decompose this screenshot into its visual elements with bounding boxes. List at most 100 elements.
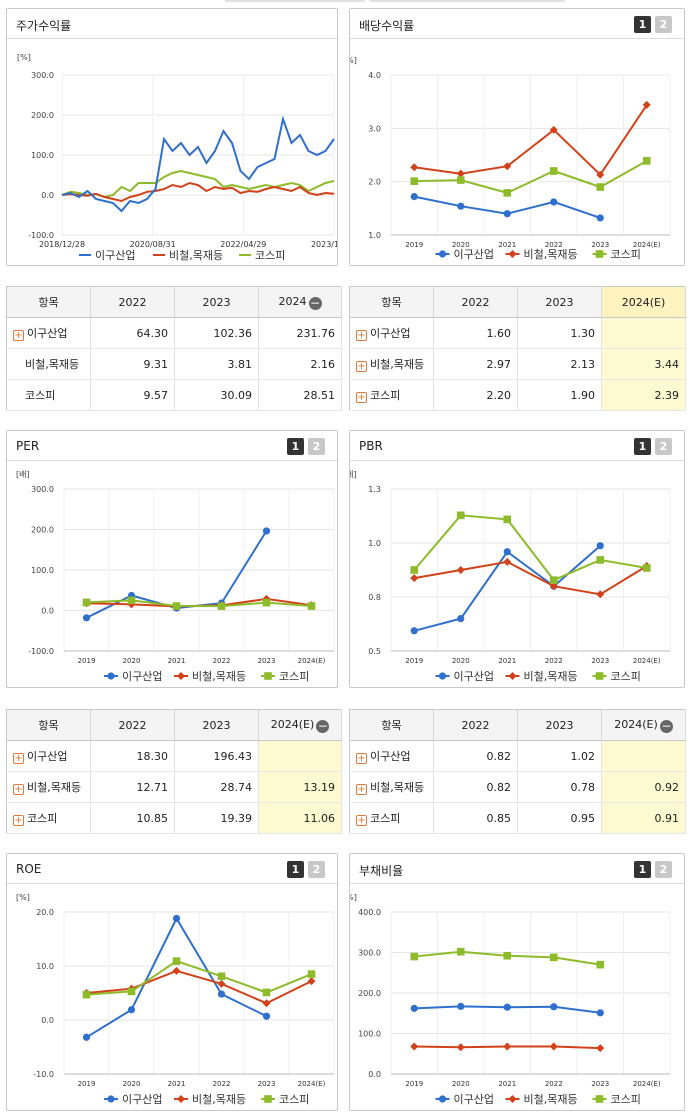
col-header: 2024(E)	[601, 286, 686, 318]
expand-icon[interactable]: +	[13, 330, 24, 341]
data-point	[503, 210, 511, 218]
expand-icon[interactable]: +	[13, 815, 24, 826]
col-header-text: 2024(E)	[270, 717, 315, 731]
collapse-icon[interactable]: −	[316, 718, 330, 733]
x-tick-label: 2023	[591, 1080, 609, 1088]
row-label: + 이구산업	[6, 740, 91, 772]
y-tick-label: 10.0	[36, 962, 54, 971]
x-tick-label: 2020	[452, 241, 470, 249]
y-tick-label: -100.0	[28, 647, 54, 656]
cell: 13.19	[258, 771, 342, 803]
collapse-icon[interactable]: −	[659, 718, 673, 733]
unit-label: [%]	[17, 53, 31, 62]
data-point	[456, 169, 465, 178]
table-row: + 비철,목재등 12.71 28.74 13.19	[6, 771, 342, 803]
table-row: 코스피 9.57 30.09 28.51	[6, 379, 342, 411]
y-tick-label: 0.5	[368, 647, 381, 656]
stock-return-table: 항목 2022 2023 2024− + 이구산업 64.30 102.36 231.7…	[6, 286, 342, 411]
page-1-button[interactable]: 1	[287, 861, 304, 878]
row-label-text: 이구산업	[27, 327, 68, 340]
page-2-button[interactable]: 2	[655, 438, 672, 455]
data-point	[410, 163, 419, 172]
col-header: 항목	[349, 286, 434, 318]
col-header: 2024(E) −	[258, 709, 342, 741]
expand-icon[interactable]: +	[13, 753, 24, 764]
data-point	[596, 960, 605, 969]
row-label: + 비철,목재등	[6, 771, 91, 803]
data-point	[457, 1002, 465, 1010]
cell: 11.06	[258, 802, 342, 834]
expand-icon[interactable]: +	[356, 784, 367, 795]
data-point	[549, 167, 558, 175]
expand-icon[interactable]: +	[356, 815, 367, 826]
row-label-text: 코스피	[370, 812, 401, 825]
collapse-icon[interactable]: −	[308, 295, 322, 310]
col-header: 2022	[90, 709, 175, 741]
page-1-button[interactable]: 1	[634, 438, 651, 455]
data-point	[217, 972, 226, 981]
y-tick-label: 0.0	[41, 191, 54, 200]
col-header: 2023	[174, 709, 259, 741]
legend-label: 이구산업	[122, 1093, 162, 1106]
expand-icon[interactable]: +	[356, 392, 367, 403]
data-point	[438, 1095, 447, 1103]
y-tick-label: 3.0	[368, 124, 381, 133]
cell: 1.90	[517, 379, 602, 411]
data-point	[456, 1043, 465, 1052]
cell: 196.43	[174, 740, 259, 772]
x-tick-label: 2024(E)	[298, 657, 326, 665]
legend-label: 비철,목재등	[169, 249, 223, 262]
data-point	[82, 990, 91, 999]
cell: 30.09	[174, 379, 259, 411]
series-line	[414, 560, 648, 596]
data-point	[82, 1033, 91, 1041]
page-2-button[interactable]: 2	[655, 861, 672, 878]
data-point	[172, 602, 181, 610]
page-2-button[interactable]: 2	[308, 438, 325, 455]
y-tick-label: 400.0	[358, 908, 381, 917]
data-point	[596, 590, 605, 599]
cell: 0.82	[433, 740, 518, 772]
data-point	[177, 672, 185, 680]
expand-icon[interactable]: +	[13, 784, 24, 795]
cell: 0.82	[433, 771, 518, 803]
data-point	[596, 183, 605, 191]
data-point	[456, 176, 465, 184]
page-1-button[interactable]: 1	[634, 861, 651, 878]
panel-header: 주가수익률	[7, 9, 337, 39]
col-header: 항목	[6, 286, 91, 318]
row-label: + 비철,목재등	[349, 771, 434, 803]
expand-icon[interactable]: +	[356, 753, 367, 764]
x-tick-label: 2021	[168, 657, 186, 665]
legend-label: 코스피	[611, 670, 641, 683]
page-1-button[interactable]: 1	[287, 438, 304, 455]
legend-label: 비철,목재등	[524, 670, 578, 683]
x-tick-label: 2021	[498, 657, 516, 665]
pbr-chart: [배] 1.3 1.0 0.8 0.5 2019 2020 2021 2022 2023 2024(…	[350, 470, 671, 683]
x-tick-label: 2022	[545, 657, 563, 665]
expand-icon[interactable]: +	[356, 361, 367, 372]
x-tick-label: 2020/08/31	[130, 240, 176, 249]
y-tick-label: 0.0	[41, 607, 54, 616]
page-2-button[interactable]: 2	[655, 16, 672, 33]
row-label: + 코스피	[6, 802, 91, 834]
page-1-button[interactable]: 1	[634, 16, 651, 33]
series-line	[413, 514, 647, 582]
page-2-button[interactable]: 2	[308, 861, 325, 878]
y-tick-label: 200.0	[31, 111, 54, 120]
x-tick-label: 2021	[498, 241, 516, 249]
table-row: + 이구산업 64.30 102.36 231.76	[6, 317, 342, 349]
data-point	[127, 600, 136, 609]
x-tick-label: 2022/04/29	[220, 240, 266, 249]
y-tick-label: 4.0	[368, 71, 381, 80]
table-row: + 코스피 0.85 0.95 0.91	[349, 802, 686, 834]
data-point	[127, 596, 136, 605]
data-point	[262, 598, 271, 607]
expand-icon[interactable]: +	[356, 330, 367, 341]
debt-ratio-chart: [%]400.0 300.0 200.0 100.0 0.0 2019 2020 2021 20…	[350, 893, 671, 1106]
data-point	[550, 1003, 558, 1011]
table-row: + 코스피 10.85 19.39 11.06	[6, 802, 342, 834]
